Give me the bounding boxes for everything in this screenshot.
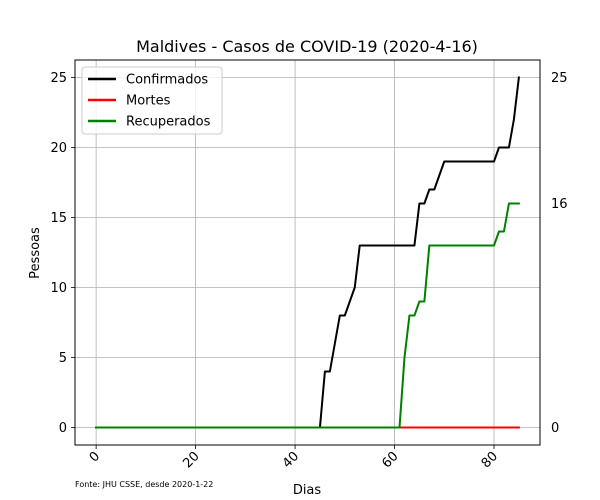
legend-label-recuperados: Recuperados — [126, 115, 211, 130]
y-tick-label: 20 — [50, 141, 67, 156]
y-tick-label: 15 — [50, 211, 67, 226]
series-lines — [95, 76, 520, 429]
plot-frame — [74, 59, 541, 446]
legend-label-confirmados: Confirmados — [126, 73, 208, 88]
legend-label-mortes: Mortes — [126, 94, 171, 109]
y-axis-ticks: 0 5 10 15 20 25 — [50, 71, 75, 436]
y-tick-label: 10 — [50, 281, 67, 296]
right-value-labels: 25 16 0 — [551, 71, 568, 436]
series-line-recuperados — [95, 202, 520, 429]
x-axis-label: Dias — [293, 483, 322, 498]
y-tick-label: 25 — [50, 71, 67, 86]
series-line-confirmados — [95, 76, 520, 429]
right-value-label: 0 — [551, 421, 559, 436]
y-axis-label: Pessoas — [28, 227, 43, 279]
chart-title: Maldives - Casos de COVID-19 (2020-4-16) — [136, 37, 478, 56]
legend-box — [81, 66, 223, 135]
legend: Confirmados Mortes Recuperados — [81, 66, 223, 135]
right-value-label: 16 — [551, 197, 568, 212]
y-tick-label: 0 — [59, 421, 67, 436]
source-note: Fonte: JHU CSSE, desde 2020-1-22 — [75, 480, 213, 489]
grid-lines — [75, 60, 540, 445]
right-value-label: 25 — [551, 71, 568, 86]
y-tick-label: 5 — [59, 351, 67, 366]
